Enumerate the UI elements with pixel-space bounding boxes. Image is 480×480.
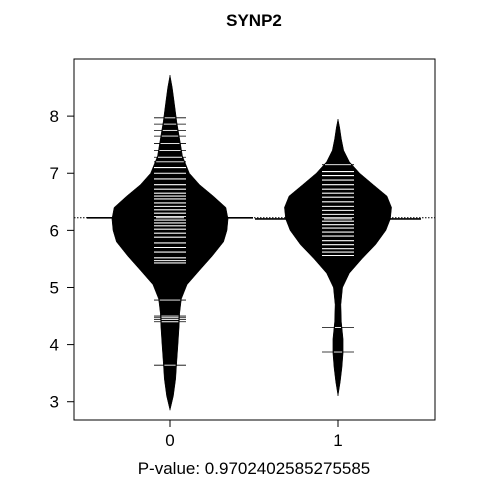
x-tick-label-0: 0 <box>165 431 174 450</box>
plot-area: 3 4 5 6 7 8 0 1 <box>50 58 436 450</box>
plot-frame <box>73 58 436 421</box>
y-tick-label-4: 4 <box>50 336 59 355</box>
bean-1 <box>284 118 392 397</box>
y-tick-label-5: 5 <box>50 278 59 297</box>
y-tick-label-6: 6 <box>50 221 59 240</box>
y-tick-label-7: 7 <box>50 164 59 183</box>
y-tick-label-8: 8 <box>50 107 59 126</box>
x-axis-label: P-value: 0.9702402585275585 <box>138 459 371 478</box>
x-tick-label-1: 1 <box>333 431 342 450</box>
chart-title: SYNP2 <box>226 11 282 30</box>
y-tick-label-3: 3 <box>50 393 59 412</box>
